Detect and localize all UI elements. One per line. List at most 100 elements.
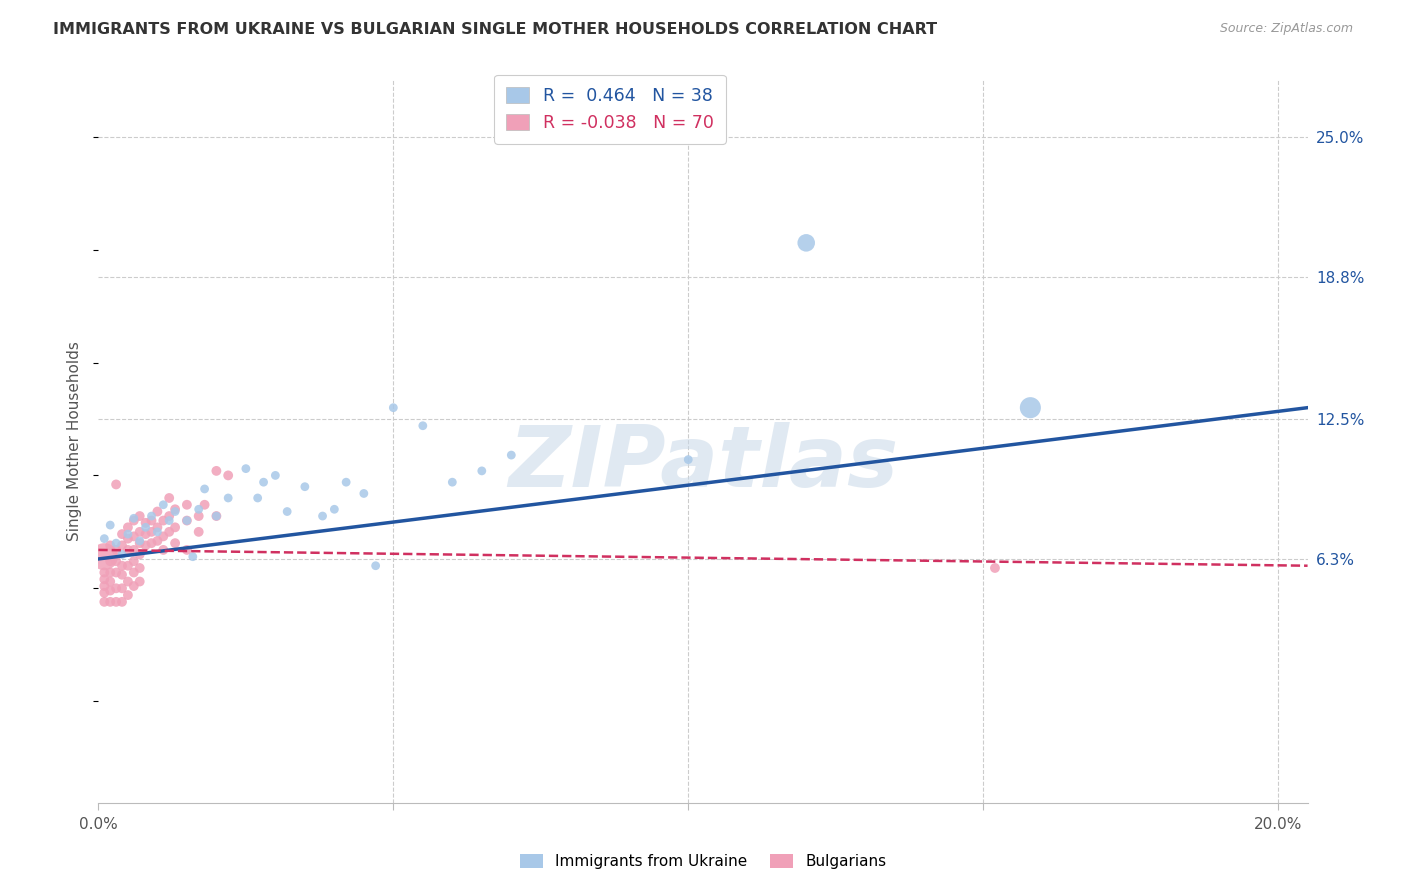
Point <box>217 468 239 483</box>
Point <box>353 486 375 500</box>
Point <box>205 464 228 478</box>
Point <box>264 468 287 483</box>
Point <box>93 566 115 580</box>
Point <box>165 536 187 550</box>
Point <box>501 448 523 462</box>
Point <box>252 475 274 490</box>
Point <box>187 509 209 524</box>
Point <box>98 583 121 598</box>
Point <box>311 509 333 524</box>
Point <box>152 514 174 528</box>
Point <box>217 491 239 505</box>
Point <box>128 536 150 550</box>
Point <box>146 524 169 539</box>
Point <box>135 516 157 530</box>
Point <box>128 574 150 589</box>
Point <box>678 452 700 467</box>
Point <box>93 549 115 564</box>
Point <box>152 498 174 512</box>
Point <box>122 514 145 528</box>
Text: ZIPatlas: ZIPatlas <box>508 422 898 505</box>
Point <box>294 480 316 494</box>
Point <box>105 554 128 568</box>
Point <box>128 509 150 524</box>
Point <box>135 538 157 552</box>
Point <box>128 524 150 539</box>
Point <box>128 533 150 548</box>
Point <box>165 520 187 534</box>
Point <box>152 529 174 543</box>
Point <box>141 536 163 550</box>
Text: Source: ZipAtlas.com: Source: ZipAtlas.com <box>1219 22 1353 36</box>
Point <box>117 520 139 534</box>
Point <box>984 561 1007 575</box>
Point <box>794 235 817 250</box>
Legend: Immigrants from Ukraine, Bulgarians: Immigrants from Ukraine, Bulgarians <box>513 848 893 875</box>
Point <box>246 491 269 505</box>
Point <box>165 502 187 516</box>
Point <box>111 582 134 596</box>
Point <box>93 595 115 609</box>
Point <box>122 542 145 557</box>
Point <box>128 561 150 575</box>
Point <box>98 574 121 589</box>
Point <box>105 477 128 491</box>
Point <box>146 520 169 534</box>
Point <box>141 514 163 528</box>
Point <box>117 527 139 541</box>
Point <box>117 542 139 557</box>
Point <box>98 538 121 552</box>
Point <box>111 548 134 562</box>
Point <box>122 554 145 568</box>
Point <box>93 579 115 593</box>
Point <box>105 566 128 580</box>
Point <box>105 595 128 609</box>
Point <box>165 504 187 518</box>
Point <box>105 536 128 550</box>
Point <box>157 491 180 505</box>
Y-axis label: Single Mother Households: Single Mother Households <box>67 342 83 541</box>
Point <box>111 538 134 552</box>
Point <box>128 548 150 562</box>
Point <box>141 524 163 539</box>
Point <box>122 579 145 593</box>
Point <box>364 558 387 573</box>
Point <box>194 482 217 496</box>
Point <box>105 582 128 596</box>
Point <box>117 574 139 589</box>
Point <box>176 542 198 557</box>
Point <box>98 554 121 568</box>
Point <box>176 514 198 528</box>
Point <box>176 498 198 512</box>
Point <box>111 595 134 609</box>
Point <box>111 567 134 582</box>
Point <box>122 566 145 580</box>
Point <box>176 514 198 528</box>
Point <box>135 520 157 534</box>
Point <box>152 542 174 557</box>
Point <box>1019 401 1042 415</box>
Text: IMMIGRANTS FROM UKRAINE VS BULGARIAN SINGLE MOTHER HOUSEHOLDS CORRELATION CHART: IMMIGRANTS FROM UKRAINE VS BULGARIAN SIN… <box>53 22 938 37</box>
Point <box>141 509 163 524</box>
Point <box>335 475 357 490</box>
Point <box>187 502 209 516</box>
Point <box>93 586 115 600</box>
Point <box>105 542 128 557</box>
Point <box>205 509 228 524</box>
Point <box>111 527 134 541</box>
Point <box>122 529 145 543</box>
Point <box>111 558 134 573</box>
Point <box>471 464 494 478</box>
Point <box>98 595 121 609</box>
Point <box>205 509 228 524</box>
Point <box>98 566 121 580</box>
Point <box>98 518 121 533</box>
Point <box>93 532 115 546</box>
Point <box>122 511 145 525</box>
Point <box>93 572 115 586</box>
Point <box>187 524 209 539</box>
Legend: R =  0.464   N = 38, R = -0.038   N = 70: R = 0.464 N = 38, R = -0.038 N = 70 <box>494 75 725 144</box>
Point <box>181 549 204 564</box>
Point <box>412 418 434 433</box>
Point <box>157 509 180 524</box>
